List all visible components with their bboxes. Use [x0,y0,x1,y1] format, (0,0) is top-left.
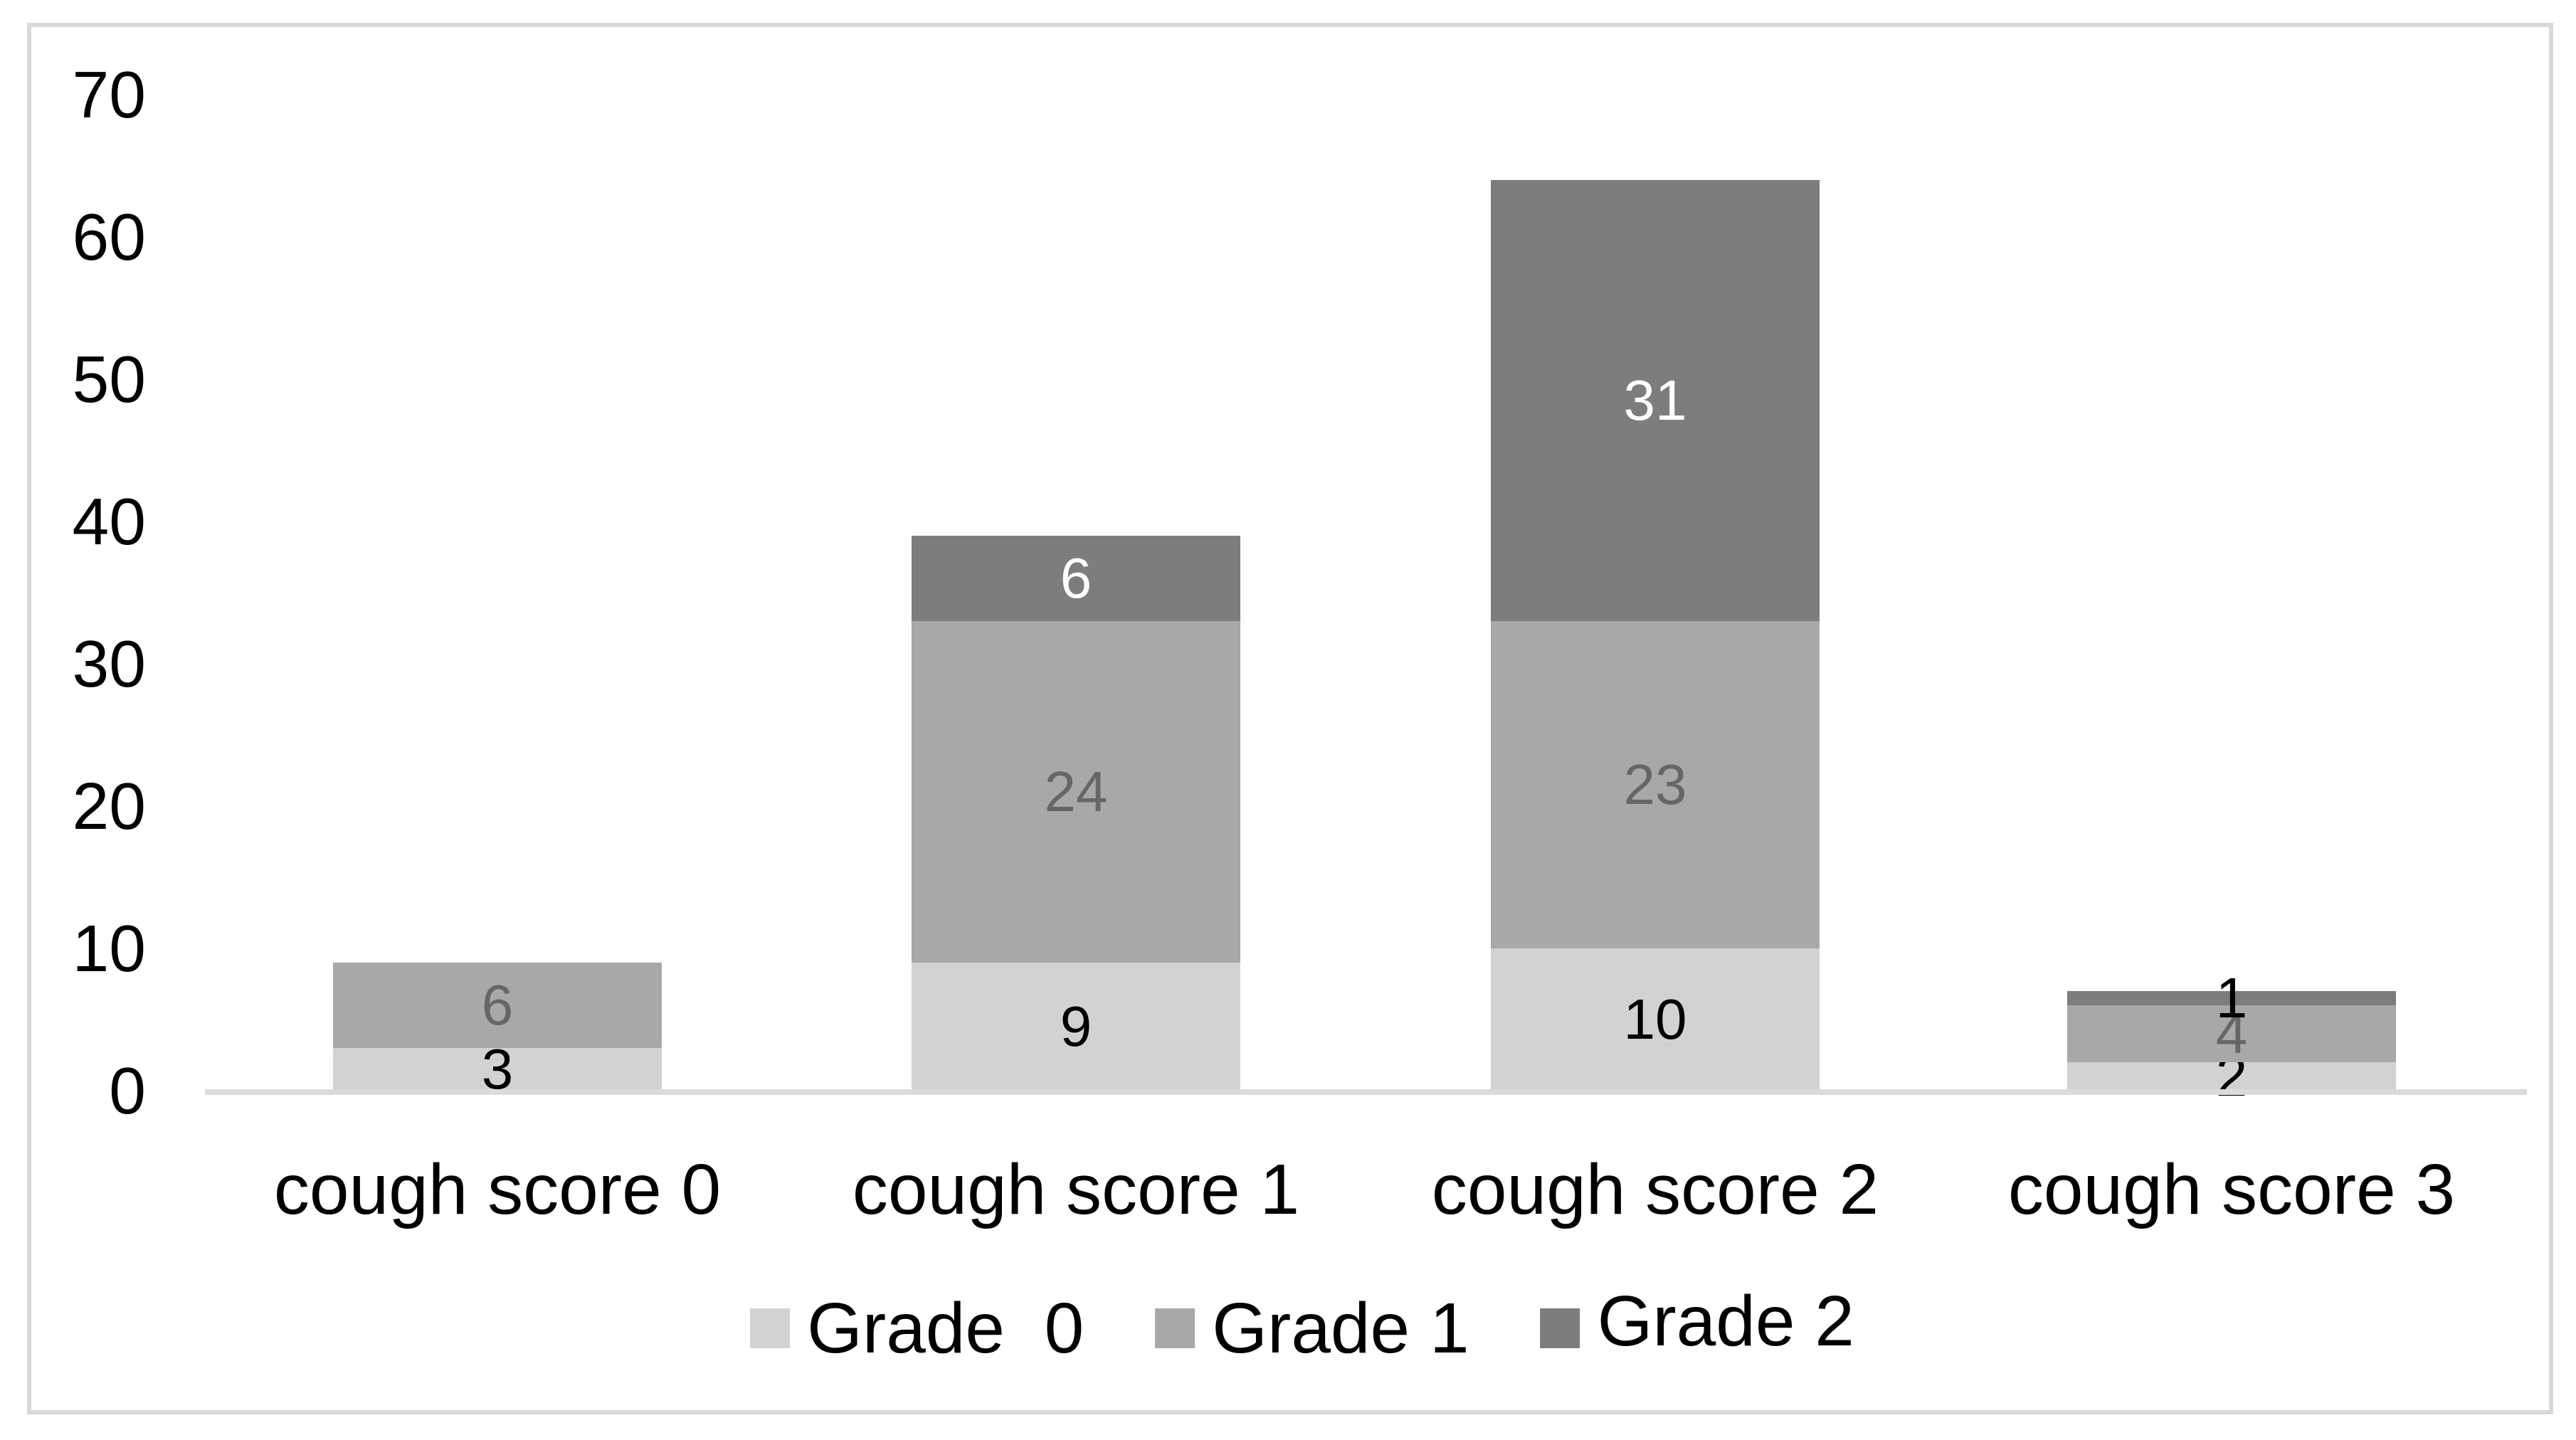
bar-segment [2067,1062,2396,1091]
legend-label: Grade 1 [1212,1288,1469,1368]
y-tick-label: 60 [72,200,146,274]
bar-segment [1491,621,1820,948]
legend-item: Grade 2 [1540,1282,1854,1367]
y-tick-label: 10 [72,911,146,985]
bar-segment-label: 10 [1623,988,1687,1051]
legend-label: Grade 2 [1597,1281,1854,1361]
bar-segment-label: 23 [1623,753,1687,816]
y-tick-label: 30 [72,627,146,701]
legend-swatch-icon [1540,1308,1580,1348]
x-axis-label: cough score 0 [273,1150,722,1229]
bar-segment [2067,1005,2396,1062]
bar-segment-label: 1 [2215,966,2248,1029]
legend-swatch-icon [1155,1308,1195,1348]
bar-segment-label: 31 [1623,369,1687,432]
x-axis-label: cough score 2 [1431,1150,1879,1229]
y-tick-label: 50 [72,342,146,416]
bar-segment-label: 9 [1060,995,1092,1058]
bar-segment [1491,948,1820,1091]
bar-segment [1491,180,1820,621]
chart-frame-border [27,23,2553,1414]
bar-segment [912,536,1240,621]
y-tick-label: 20 [72,769,146,843]
bar-segment [2067,991,2396,1005]
bar-segment [333,963,662,1048]
y-tick-label: 70 [72,58,146,132]
bar-segment-label: 6 [481,973,514,1037]
y-tick-label: 40 [72,485,146,558]
bar-segment-label: 6 [1060,546,1092,610]
legend-item: Grade 0 [750,1289,1084,1367]
bar-segment-label: 4 [2215,1002,2248,1065]
legend: Grade 0 Grade 1 Grade 2 [750,1282,1854,1367]
bar-segment-label: 24 [1044,760,1108,823]
x-axis-label: cough score 3 [2007,1150,2456,1229]
x-axis-label: cough score 1 [852,1150,1300,1229]
x-axis-line [205,1089,2527,1095]
y-tick-label: 0 [109,1054,146,1128]
bar-segment [333,1048,662,1091]
legend-item: Grade 1 [1155,1289,1469,1367]
bar-segment [912,963,1240,1091]
legend-label: Grade 0 [807,1288,1084,1368]
legend-swatch-icon [750,1308,791,1348]
bar-segment [912,621,1240,963]
